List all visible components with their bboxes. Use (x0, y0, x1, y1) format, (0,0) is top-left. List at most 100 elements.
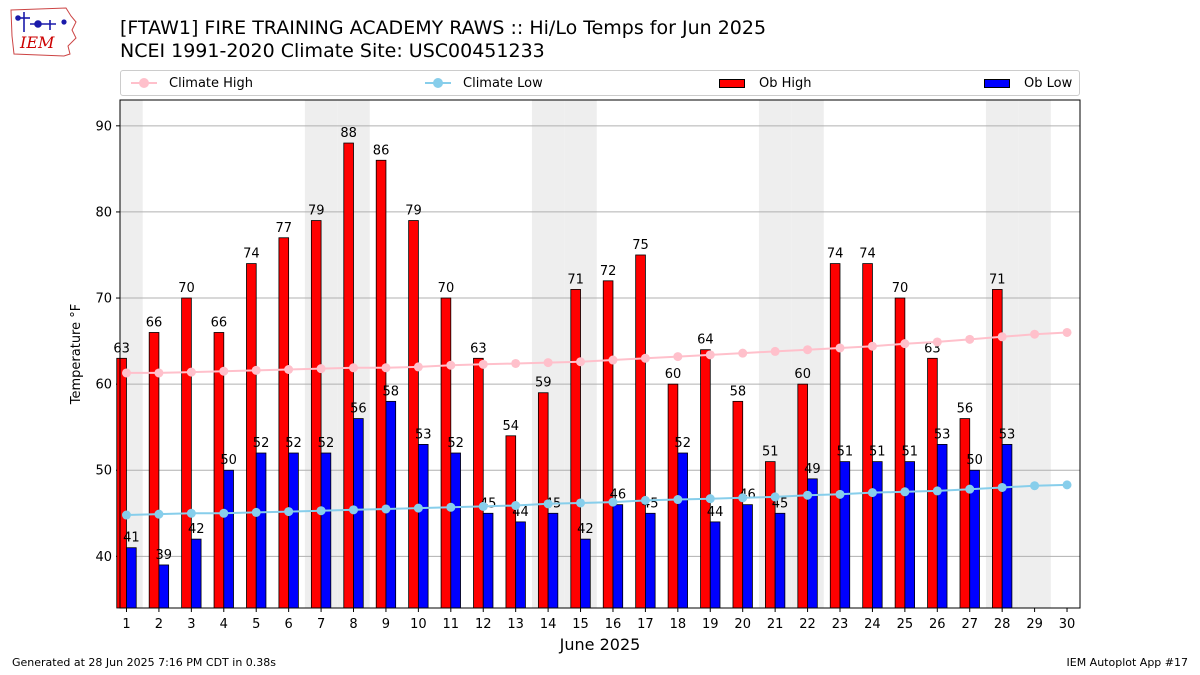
ob-high-bar-day-7 (310, 220, 322, 609)
legend-item-climate-low: Climate Low (425, 71, 543, 95)
climate-low-point-day-5 (251, 507, 261, 517)
x-tick-label-26: 26 (929, 617, 946, 632)
x-tick-label-23: 23 (832, 617, 849, 632)
climate-high-point-day-11 (446, 360, 456, 370)
ob-high-bar-day-23 (829, 263, 841, 609)
logo-text: IEM (19, 33, 55, 52)
x-tick-label-30: 30 (1059, 617, 1076, 632)
climate-low-point-day-9 (381, 504, 391, 514)
legend-label-ob-low: Ob Low (1024, 75, 1073, 91)
climate-low-point-day-15 (576, 498, 586, 508)
ob-high-label-day-25: 70 (892, 281, 909, 296)
climate-high-point-day-2 (154, 368, 164, 378)
climate-high-point-day-18 (673, 352, 683, 362)
ob-high-label-day-10: 79 (405, 204, 422, 219)
x-tick-label-25: 25 (897, 617, 914, 632)
climate-low-point-day-30 (1062, 480, 1072, 490)
ob-high-bar-day-21 (765, 461, 776, 609)
climate-low-line-swatch (425, 78, 451, 88)
x-tick-label-16: 16 (605, 617, 622, 632)
climate-high-point-day-5 (251, 365, 261, 375)
ob-low-bar-day-4 (223, 469, 234, 609)
climate-high-point-day-20 (738, 348, 748, 358)
x-tick-label-6: 6 (285, 617, 293, 632)
x-tick-label-12: 12 (475, 617, 492, 632)
ob-high-label-day-9: 86 (373, 143, 390, 158)
ob-high-bar-day-17 (635, 254, 646, 609)
x-tick-label-20: 20 (734, 617, 751, 632)
ob-low-bar-day-5 (255, 452, 267, 609)
climate-high-point-day-13 (511, 358, 521, 368)
climate-high-point-day-21 (770, 346, 780, 356)
climate-high-point-day-24 (867, 341, 877, 351)
ob-high-label-day-19: 64 (697, 333, 714, 348)
climate-low-point-day-10 (413, 503, 423, 513)
climate-high-point-day-3 (186, 367, 196, 377)
weather-station-icon (15, 12, 67, 32)
y-axis-label: Temperature °F (69, 304, 84, 405)
climate-low-point-day-28 (997, 482, 1007, 492)
chart-subtitle: NCEI 1991-2020 Climate Site: USC00451233 (120, 40, 545, 62)
climate-high-point-day-23 (835, 343, 845, 353)
ob-low-label-day-1: 41 (123, 531, 140, 546)
climate-low-point-day-19 (705, 494, 715, 504)
ob-low-label-day-24: 51 (869, 445, 886, 460)
ob-low-label-day-10: 53 (415, 427, 432, 442)
ob-low-bar-day-23 (839, 461, 851, 609)
x-tick-label-28: 28 (994, 617, 1011, 632)
x-tick-label-10: 10 (410, 617, 427, 632)
ob-low-bar-day-10 (417, 444, 429, 609)
x-tick-label-29: 29 (1026, 617, 1043, 632)
climate-high-point-day-30 (1062, 327, 1072, 337)
ob-low-bar-day-20 (742, 504, 753, 609)
ob-high-bar-day-1 (116, 357, 127, 609)
x-tick-label-4: 4 (220, 617, 228, 632)
iem-logo: IEM (10, 7, 77, 57)
x-tick-label-2: 2 (155, 617, 163, 632)
plot-frame (119, 99, 1081, 609)
legend-item-climate-high: Climate High (131, 71, 253, 95)
climate-high-point-day-8 (349, 363, 359, 373)
climate-low-point-day-6 (284, 507, 294, 517)
climate-high-point-day-17 (640, 353, 650, 363)
y-tick-label-60: 60 (95, 378, 112, 393)
climate-low-point-day-21 (770, 492, 780, 502)
x-tick-label-19: 19 (702, 617, 719, 632)
y-tick-label-70: 70 (95, 292, 112, 307)
climate-high-point-day-28 (997, 332, 1007, 342)
ob-low-bar-day-28 (1001, 444, 1013, 609)
ob-high-bar-day-19 (700, 349, 711, 609)
x-tick-label-21: 21 (767, 617, 784, 632)
ob-high-label-day-16: 72 (600, 264, 617, 279)
ob-high-label-day-22: 60 (794, 367, 811, 382)
x-tick-label-8: 8 (349, 617, 357, 632)
ob-low-bar-day-2 (158, 564, 170, 609)
ob-high-bar-day-12 (473, 357, 484, 609)
climate-low-point-day-26 (932, 486, 942, 496)
legend-item-ob-low: Ob Low (984, 71, 1072, 95)
climate-high-point-day-27 (965, 334, 975, 344)
chart-legend: Climate High Climate Low Ob High Ob Low (120, 70, 1080, 96)
ob-low-label-day-15: 42 (577, 522, 594, 537)
ob-low-bar-day-9 (385, 400, 397, 609)
footer-app-label: IEM Autoplot App #17 (1066, 656, 1189, 669)
x-tick-label-22: 22 (799, 617, 816, 632)
ob-low-label-day-5: 52 (253, 436, 270, 451)
ob-high-swatch (719, 78, 745, 88)
x-tick-label-13: 13 (507, 617, 524, 632)
ob-low-label-day-3: 42 (188, 522, 205, 537)
ob-high-label-day-11: 70 (438, 281, 455, 296)
x-tick-label-17: 17 (637, 617, 654, 632)
climate-low-point-day-25 (900, 487, 910, 497)
ob-low-label-day-6: 52 (285, 436, 302, 451)
ob-low-label-day-23: 51 (837, 445, 854, 460)
ob-high-label-day-6: 77 (276, 221, 293, 236)
ob-high-bar-day-10 (408, 220, 419, 609)
ob-low-label-day-19: 44 (707, 505, 724, 520)
ob-high-label-day-20: 58 (730, 384, 747, 399)
climate-high-point-day-12 (478, 359, 488, 369)
climate-low-line (126, 483, 1068, 516)
climate-low-point-day-24 (867, 488, 877, 498)
ob-low-bar-day-14 (547, 512, 559, 609)
x-tick-label-1: 1 (122, 617, 130, 632)
